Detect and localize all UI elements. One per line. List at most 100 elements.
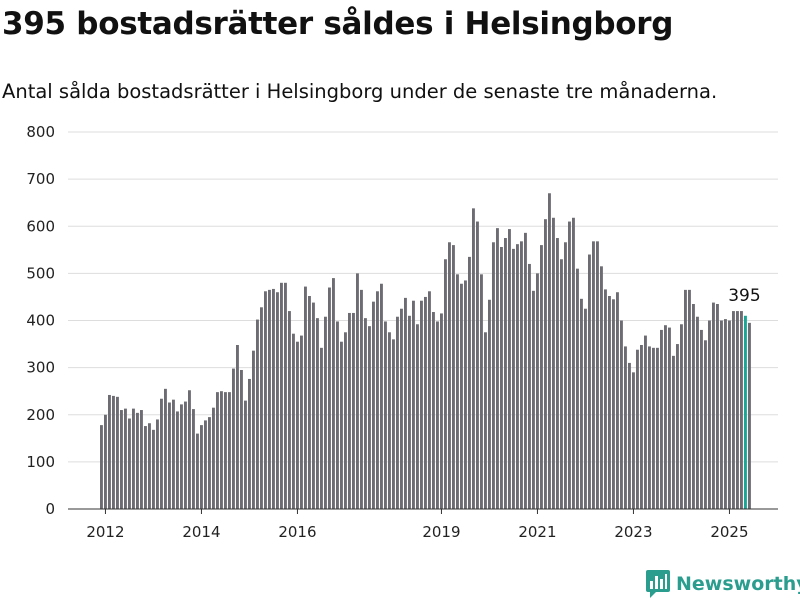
x-tick-label: 2025 (710, 523, 748, 541)
bar (108, 394, 111, 509)
bar (288, 311, 291, 509)
bar (444, 259, 447, 509)
bar (352, 312, 355, 509)
bar (452, 245, 455, 509)
bar-latest (744, 315, 747, 509)
bar (124, 408, 127, 509)
bar (580, 298, 583, 509)
bar (480, 274, 483, 509)
bar (528, 263, 531, 509)
bar (412, 300, 415, 509)
bar (620, 320, 623, 509)
bar (456, 274, 459, 509)
bar (300, 335, 303, 509)
x-tick-label: 2023 (614, 523, 652, 541)
latest-value-annotation: 395 (728, 286, 760, 306)
bar (180, 404, 183, 509)
grid-lines (68, 131, 778, 463)
bar (376, 291, 379, 509)
bar (132, 408, 135, 509)
bar (644, 335, 647, 509)
bar (724, 319, 727, 509)
bar (604, 289, 607, 509)
bar (208, 417, 211, 509)
bar (568, 221, 571, 510)
bar (216, 392, 219, 509)
bar (360, 289, 363, 509)
bar (404, 297, 407, 509)
bar (712, 302, 715, 509)
bar (692, 304, 695, 509)
bar (440, 313, 443, 509)
bar (184, 401, 187, 509)
bar (424, 296, 427, 509)
bar (324, 316, 327, 509)
bar (152, 429, 155, 509)
bar (264, 291, 267, 509)
bar (148, 423, 151, 509)
y-tick-label: 400 (26, 312, 55, 330)
bar (348, 312, 351, 509)
bar (672, 355, 675, 509)
bar (588, 254, 591, 509)
bar (136, 412, 139, 509)
bar (532, 290, 535, 509)
bar (232, 368, 235, 509)
bar (520, 241, 523, 509)
bar (128, 418, 131, 509)
bar (652, 347, 655, 509)
bar (248, 378, 251, 509)
bar (280, 282, 283, 509)
bar (584, 308, 587, 509)
bar (156, 419, 159, 509)
bar (484, 332, 487, 509)
x-axis-labels: 2012 2014 2016 2019 2021 2023 2025 (86, 509, 749, 541)
bar (632, 372, 635, 509)
bar (260, 307, 263, 509)
bar (524, 232, 527, 509)
y-tick-label: 300 (26, 359, 55, 377)
bar (308, 296, 311, 509)
bar (648, 346, 651, 509)
bar (592, 241, 595, 509)
bar (544, 219, 547, 509)
bar (212, 407, 215, 509)
bar (716, 304, 719, 509)
bar (720, 320, 723, 509)
bar (732, 311, 735, 509)
bar (200, 425, 203, 509)
chart-title: 395 bostadsrätter såldes i Helsingborg (2, 6, 674, 42)
bar (488, 299, 491, 509)
bar (736, 311, 739, 509)
bar (312, 302, 315, 509)
bar (336, 321, 339, 509)
bar (560, 259, 563, 509)
newsworthy-logo-icon (646, 570, 670, 598)
bar (688, 289, 691, 509)
bar (384, 321, 387, 509)
bar (696, 316, 699, 509)
x-tick-label: 2014 (182, 523, 220, 541)
y-tick-label: 0 (45, 500, 55, 518)
brand-logo: Newsworthy (646, 570, 800, 598)
bar (172, 399, 175, 509)
bar (292, 333, 295, 509)
bar (704, 340, 707, 509)
bar (536, 273, 539, 510)
x-tick-label: 2019 (422, 523, 460, 541)
y-tick-label: 800 (26, 123, 55, 141)
bar (448, 242, 451, 509)
bar (728, 320, 731, 509)
bar (344, 332, 347, 509)
y-tick-label: 200 (26, 406, 55, 424)
x-tick-label: 2021 (518, 523, 556, 541)
bar (468, 256, 471, 509)
bar (356, 273, 359, 510)
bar (640, 345, 643, 509)
bar (740, 311, 743, 509)
bar (168, 402, 171, 509)
bar (228, 392, 231, 509)
y-tick-label: 100 (26, 453, 55, 471)
bar (368, 326, 371, 509)
bar (380, 283, 383, 509)
